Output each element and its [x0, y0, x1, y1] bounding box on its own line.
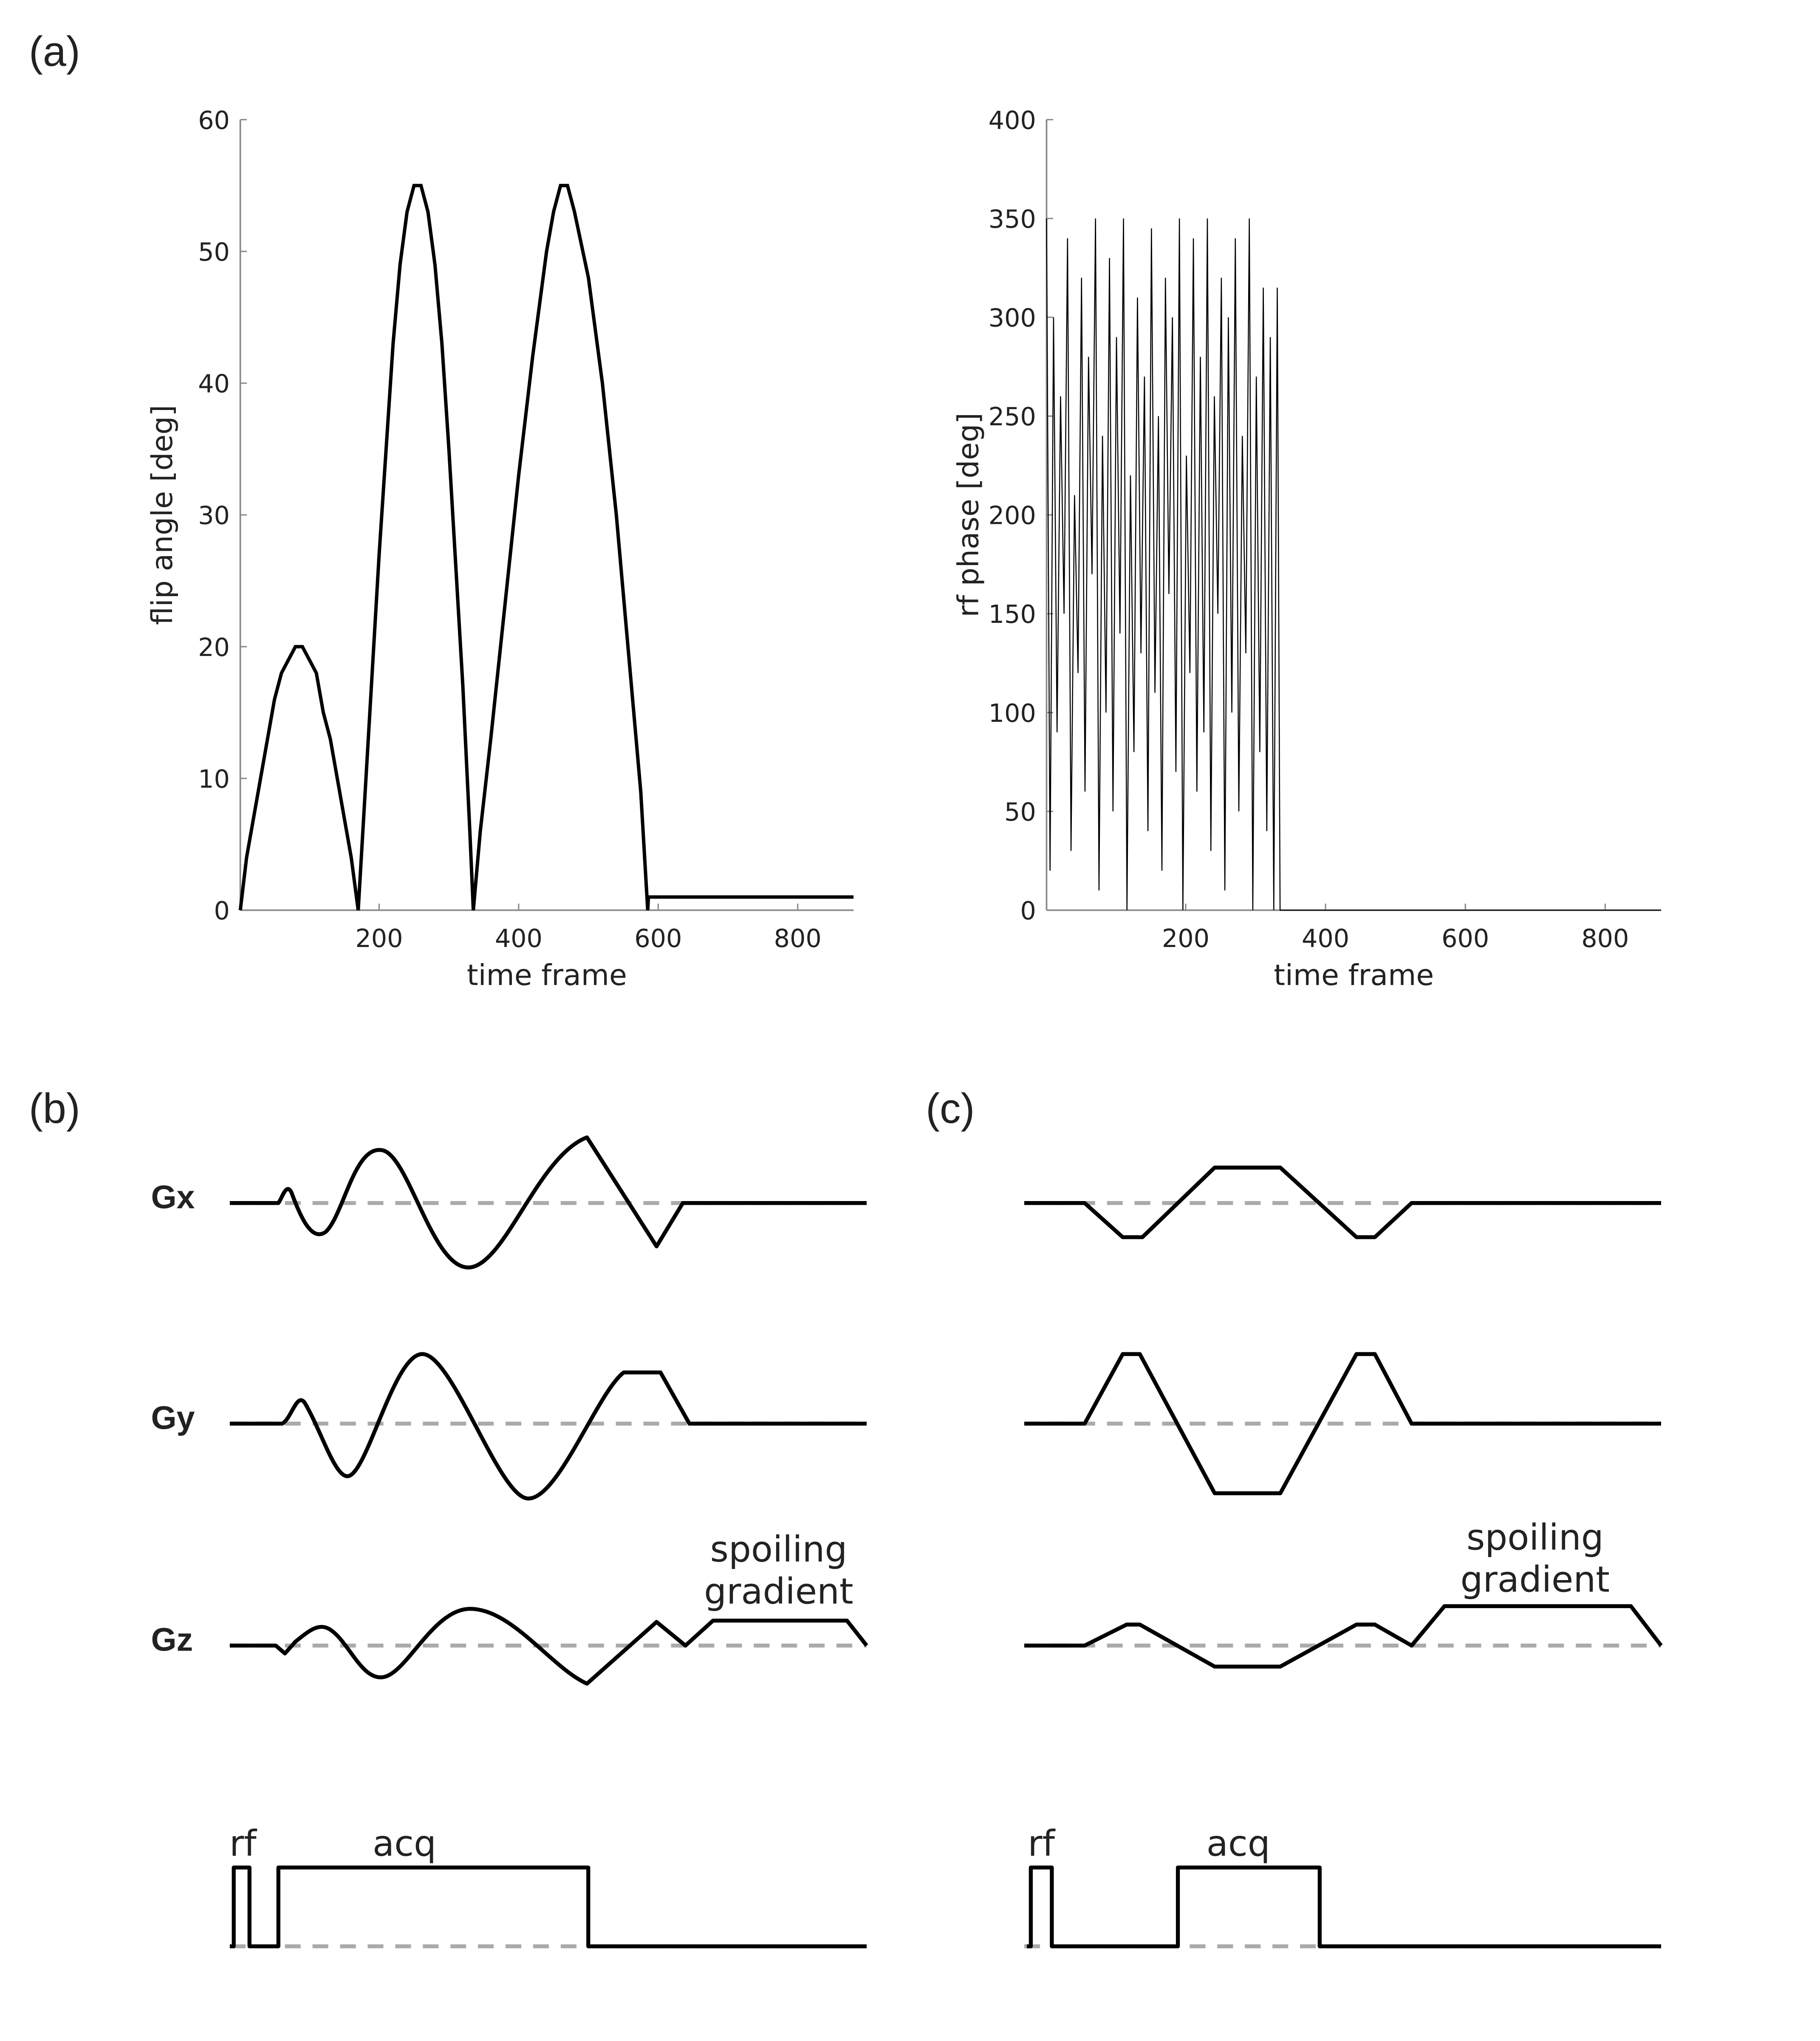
annotation: spoiling — [1467, 1517, 1604, 1558]
annotation: gradient — [1461, 1559, 1610, 1600]
x-tick-label: 800 — [774, 924, 822, 953]
y-tick-label: 300 — [989, 303, 1036, 332]
gz-waveform — [1024, 1604, 1663, 1669]
y-tick-label: 30 — [198, 501, 230, 530]
y-tick-label: 350 — [989, 204, 1036, 234]
gx-waveform — [229, 1135, 867, 1269]
x-tick-label: 200 — [355, 924, 403, 953]
annotation: spoiling — [710, 1529, 847, 1570]
x-tick-label: 600 — [634, 924, 682, 953]
panel-label: (c) — [926, 1085, 975, 1132]
rf-acq-waveform — [1027, 1865, 1661, 1948]
gy-waveform — [1024, 1352, 1661, 1495]
y-tick-label: 0 — [1020, 896, 1036, 925]
x-tick-label: 600 — [1441, 924, 1489, 953]
y-tick-label: 150 — [989, 599, 1036, 629]
rf-label: rf — [1028, 1823, 1055, 1864]
gx-waveform — [1024, 1165, 1661, 1239]
panel-label: (b) — [29, 1085, 80, 1132]
y-tick-label: 400 — [989, 105, 1036, 135]
y-tick-label: 50 — [1004, 797, 1036, 826]
rf-acq-waveform — [229, 1865, 867, 1948]
diagram-b: Gx Gy Gz rf acq spoiling gradient — [151, 1135, 868, 1948]
y-tick-label: 60 — [198, 105, 230, 135]
y-tick-label: 40 — [198, 369, 230, 399]
x-tick-label: 400 — [495, 924, 543, 953]
data-line — [1046, 218, 1661, 911]
panel-label: (a) — [29, 28, 80, 75]
y-axis-title: flip angle [deg] — [146, 405, 179, 625]
x-tick-label: 800 — [1581, 924, 1629, 953]
x-axis-title: time frame — [1274, 959, 1434, 992]
x-axis-title: time frame — [467, 959, 627, 992]
y-tick-label: 200 — [989, 501, 1036, 530]
y-tick-label: 100 — [989, 698, 1036, 728]
diagram-c: rf acq spoiling gradient — [1024, 1165, 1663, 1948]
x-tick-label: 200 — [1162, 924, 1210, 953]
x-tick-label: 400 — [1302, 924, 1349, 953]
chart: 0 10 20 30 40 50 60 200 400 600 800 time frame flip … — [146, 105, 854, 992]
acq-label: acq — [373, 1823, 436, 1864]
acq-label: acq — [1207, 1823, 1270, 1864]
y-tick-label: 20 — [198, 633, 230, 662]
y-axis-title: rf phase [deg] — [952, 413, 986, 617]
y-tick-label: 250 — [989, 402, 1036, 431]
gy-waveform — [229, 1352, 867, 1501]
gz-waveform — [229, 1607, 868, 1686]
y-tick-label: 50 — [198, 237, 230, 266]
y-tick-label: 10 — [198, 764, 230, 794]
chart: 0 50 100 150 200 250 300 350 400 200 400 600 800 time… — [952, 105, 1661, 992]
gradient-label: Gx — [151, 1179, 195, 1216]
rf-label: rf — [229, 1823, 257, 1864]
gradient-label: Gy — [151, 1399, 195, 1436]
y-tick-label: 0 — [214, 896, 230, 925]
gradient-label: Gz — [151, 1622, 193, 1658]
data-line — [238, 184, 854, 910]
annotation: gradient — [704, 1571, 853, 1612]
